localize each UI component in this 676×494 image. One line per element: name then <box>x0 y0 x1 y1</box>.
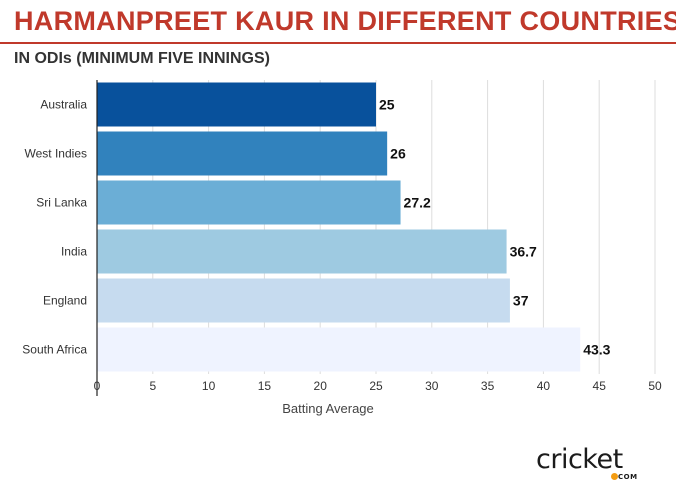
value-label: 25 <box>379 97 395 113</box>
chart-title: HARMANPREET KAUR IN DIFFERENT COUNTRIES <box>14 6 676 36</box>
value-label: 27.2 <box>404 195 431 211</box>
x-tick-label: 5 <box>149 379 156 393</box>
x-tick-label: 0 <box>94 379 101 393</box>
category-label: England <box>43 294 87 308</box>
x-tick-label: 30 <box>425 379 439 393</box>
value-label: 37 <box>513 293 529 309</box>
category-label: India <box>61 245 87 259</box>
x-tick-label: 50 <box>648 379 662 393</box>
bar-south-africa <box>97 327 581 372</box>
x-tick-label: 10 <box>202 379 216 393</box>
category-label: South Africa <box>22 343 87 357</box>
x-tick-label: 45 <box>593 379 607 393</box>
x-tick-label: 15 <box>258 379 272 393</box>
title-divider <box>0 42 676 44</box>
x-tick-label: 40 <box>537 379 551 393</box>
value-label: 43.3 <box>583 342 610 358</box>
cricket-logo: cricket COM <box>536 446 648 482</box>
x-axis-title: Batting Average <box>282 401 374 416</box>
x-tick-label: 35 <box>481 379 495 393</box>
bar-sri-lanka <box>97 180 401 225</box>
cricket-ball-icon <box>611 473 618 480</box>
x-tick-label: 20 <box>314 379 328 393</box>
bar-england <box>97 278 510 323</box>
logo-wordmark: cricket <box>536 444 623 475</box>
value-label: 36.7 <box>510 244 537 260</box>
category-label: West Indies <box>25 147 87 161</box>
value-label: 26 <box>390 146 406 162</box>
bar-west-indies <box>97 131 388 176</box>
logo-domain: COM <box>618 473 638 481</box>
bar-australia <box>97 82 376 127</box>
chart-subtitle: IN ODIs (MINIMUM FIVE INNINGS) <box>14 50 270 67</box>
x-tick-label: 25 <box>369 379 383 393</box>
category-label: Sri Lanka <box>36 196 87 210</box>
category-label: Australia <box>40 98 87 112</box>
bar-india <box>97 229 507 274</box>
